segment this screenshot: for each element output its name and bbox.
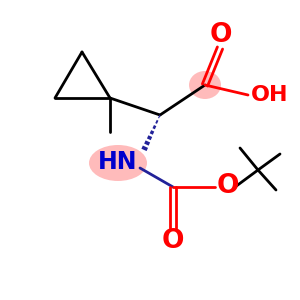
Text: O: O [162,228,184,254]
Text: HN: HN [98,150,138,174]
Text: O: O [217,173,239,199]
Ellipse shape [89,145,147,181]
Text: OH: OH [251,85,289,105]
Ellipse shape [189,71,221,99]
Text: O: O [210,22,232,48]
